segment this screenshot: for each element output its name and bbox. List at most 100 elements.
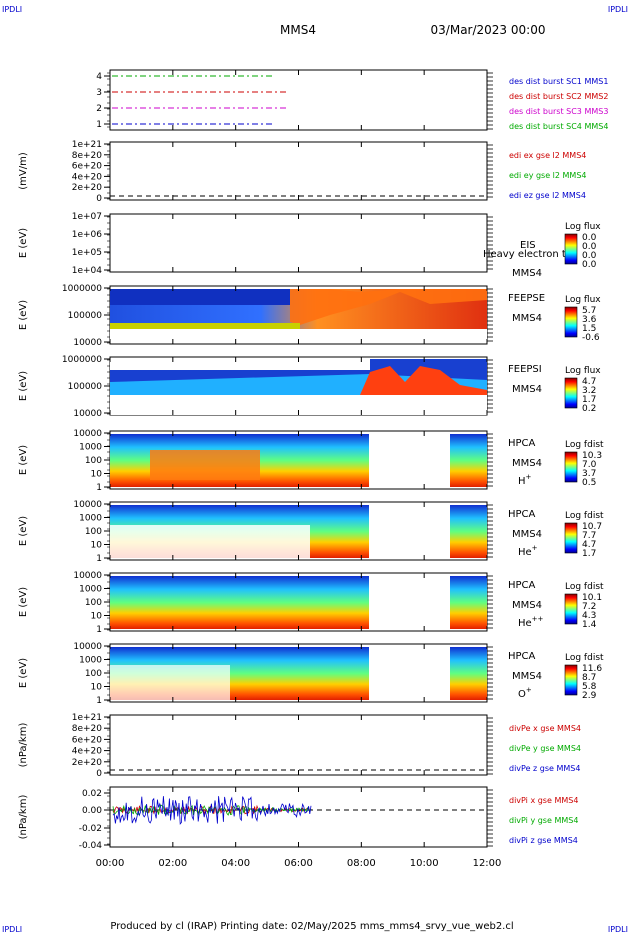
- footer-credit: Produced by cl (IRAP) Printing date: 02/…: [110, 921, 513, 932]
- y-tick-label: 1e+21: [72, 140, 102, 150]
- legend-label: des dist burst SC3 MMS3: [509, 107, 608, 116]
- colorbar-tick-label: 7.0: [582, 460, 597, 470]
- colorbar-tick-label: 4.7: [582, 377, 596, 387]
- colorbar: [564, 522, 578, 554]
- colorbar-tick-label: 4.7: [582, 540, 596, 550]
- y-tick-label: 100000: [68, 311, 103, 321]
- colorbar-tick-label: 7.7: [582, 531, 596, 541]
- colorbar-tick-label: 3.2: [582, 386, 596, 396]
- spacecraft-label: MMS4: [512, 600, 542, 611]
- colorbar-tick-label: 0.0: [582, 260, 597, 270]
- colorbar-tick-label: 11.6: [582, 664, 602, 674]
- panel-feepse-spectrogram: [110, 289, 487, 343]
- axes-layer: 123402e+204e+206e+208e+201e+21(mV/m)1e+0…: [18, 70, 501, 869]
- y-tick-label: 10: [91, 541, 103, 551]
- y-tick-label: 1: [96, 483, 102, 493]
- legend-label: divPi y gse MMS4: [509, 816, 578, 825]
- species-charge: +: [526, 473, 532, 481]
- colorbar: [564, 306, 578, 338]
- colorbar-title: Log flux: [565, 366, 601, 376]
- y-tick-label: 1: [96, 554, 102, 564]
- spacecraft-label: MMS4: [512, 529, 542, 540]
- corner-label-bottom-right: IPDLI: [608, 925, 628, 934]
- panel-hpca-h-spectrogram: [110, 434, 487, 487]
- y-tick-label: 2e+20: [72, 183, 103, 193]
- panel-hpca-o-spectrogram: [110, 647, 487, 700]
- y-tick-label: 1000: [79, 656, 102, 666]
- colorbar-tick-label: 1.7: [582, 395, 596, 405]
- species-label: O+: [518, 686, 532, 700]
- y-tick-label: 8e+20: [72, 151, 103, 161]
- panel-hpca-he2-spectrogram: [110, 576, 487, 629]
- colorbar-tick-label: 10.3: [582, 451, 602, 461]
- instrument-label: HPCA: [508, 651, 536, 662]
- feepse-no-data: [110, 329, 487, 343]
- colorbar-title: Log flux: [565, 295, 601, 305]
- panel-burst: [112, 75, 287, 125]
- x-tick-label: 02:00: [158, 858, 187, 869]
- y-tick-label: 6e+20: [72, 162, 103, 172]
- feepse-low-energy-band: [110, 323, 300, 329]
- y-tick-label: 0: [96, 769, 102, 779]
- colorbar-tick-label: 8.7: [582, 673, 596, 683]
- y-tick-label: 100: [85, 598, 102, 608]
- y-tick-label: 8e+20: [72, 724, 103, 734]
- legend-label: edi ey gse l2 MMS4: [509, 171, 587, 180]
- hpca-o-sparse-region: [110, 665, 230, 700]
- y-tick-label: 10: [91, 683, 103, 693]
- y-tick-label: 1000: [79, 443, 102, 453]
- y-axis-label: E (eV): [18, 516, 29, 546]
- y-tick-label: 6e+20: [72, 735, 103, 745]
- legend-label: des dist burst SC2 MMS2: [509, 92, 608, 101]
- colorbar-tick-label: 0.0: [582, 251, 597, 261]
- x-tick-label: 04:00: [221, 858, 250, 869]
- colorbar-tick-label: 1.5: [582, 324, 596, 334]
- colorbar-tick-label: 0.2: [582, 404, 596, 414]
- y-tick-label: 1e+07: [72, 212, 102, 222]
- spacecraft-label: MMS4: [512, 671, 542, 682]
- colorbar-tick-label: 0.0: [582, 233, 597, 243]
- species-charge: ++: [532, 615, 544, 623]
- legend-label: divPi x gse MMS4: [509, 796, 578, 805]
- y-axis-label: (nPa/km): [18, 795, 29, 840]
- y-tick-label: 100: [85, 669, 102, 679]
- instrument-label: HPCA: [508, 438, 536, 449]
- colorbar-tick-label: 0.5: [582, 478, 596, 488]
- colorbar-tick-label: 1.4: [582, 620, 597, 630]
- y-tick-label: 10000: [73, 338, 102, 348]
- colorbar-title: Log flux: [565, 222, 601, 232]
- eis-instrument-label: EIS: [520, 240, 536, 251]
- y-tick-label: 1: [96, 696, 102, 706]
- y-tick-label: 100000: [68, 382, 103, 392]
- panel-frame-3: [109, 213, 488, 273]
- eis-overlay-label: Heavy electron to: [483, 249, 572, 260]
- species-label: He+: [518, 544, 538, 558]
- y-tick-label: 1e+04: [72, 266, 103, 276]
- feepse-low-flux-band: [110, 289, 290, 305]
- y-tick-label: 1000000: [62, 355, 102, 365]
- panel-feepsi-spectrogram: [110, 358, 487, 415]
- corner-label-bottom-left: IPDLI: [2, 925, 22, 934]
- y-tick-label: 1000: [79, 585, 102, 595]
- y-tick-label: 1e+21: [72, 713, 102, 723]
- x-tick-label: 12:00: [473, 858, 502, 869]
- y-tick-label: 100: [85, 527, 102, 537]
- y-axis-label: E (eV): [18, 300, 29, 330]
- colorbar-tick-label: -0.6: [582, 333, 600, 343]
- colorbar: [564, 377, 578, 409]
- spacecraft-label: MMS4: [512, 384, 542, 395]
- y-tick-label: 10: [91, 470, 103, 480]
- panel-frame-1: [109, 69, 488, 131]
- species-charge: +: [532, 544, 538, 552]
- x-tick-label: 06:00: [284, 858, 313, 869]
- legend-label: edi ez gse l2 MMS4: [509, 191, 586, 200]
- species-charge: +: [526, 686, 532, 694]
- colorbar-tick-label: 3.7: [582, 469, 596, 479]
- spacecraft-label: MMS4: [512, 458, 542, 469]
- species-label: H+: [518, 473, 532, 487]
- corner-label-top-right: IPDLI: [608, 5, 628, 14]
- hpca-he-sparse-region: [110, 525, 310, 558]
- colorbar: [564, 451, 578, 483]
- colorbar: [564, 593, 578, 625]
- y-tick-label: 0.00: [82, 806, 102, 816]
